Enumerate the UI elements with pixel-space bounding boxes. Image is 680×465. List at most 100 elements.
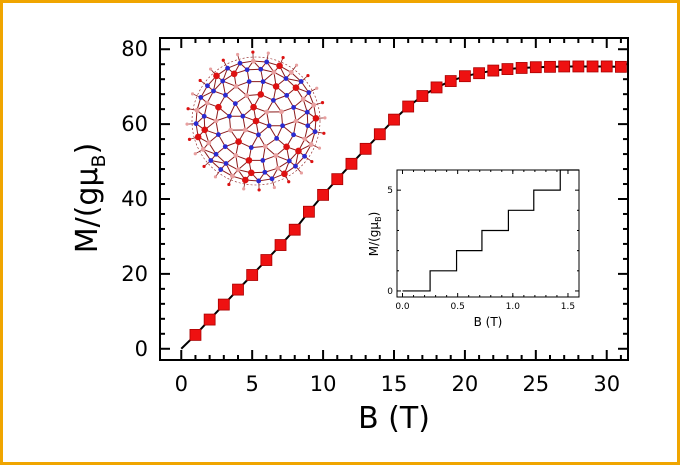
molecule-atom: [275, 165, 281, 171]
molecule-atom: [302, 136, 308, 142]
data-point-marker: [232, 283, 244, 296]
data-point-marker: [359, 142, 372, 155]
main-y-tick-labels: 0 20 40 60 80: [121, 37, 148, 361]
molecule-atom: [194, 133, 202, 141]
molecule-atom: [252, 117, 260, 125]
molecule-ligand-atom: [310, 159, 314, 164]
molecule-atom: [283, 76, 289, 81]
molecule-atom: [273, 153, 279, 159]
molecule-atom: [218, 167, 224, 172]
inset-axis-ticks: [397, 169, 579, 297]
molecule-atom: [213, 72, 220, 80]
molecule-atom: [246, 79, 252, 84]
molecule-ligand-atom: [208, 67, 213, 71]
x-tick-label: 0.5: [451, 302, 465, 312]
data-point-marker: [444, 75, 457, 87]
data-point-marker: [388, 113, 400, 126]
molecule-atom: [308, 142, 314, 147]
molecule-atom: [302, 153, 307, 159]
main-axis-ticks: [160, 38, 628, 360]
molecule-atom: [215, 103, 222, 111]
molecule-atom: [223, 161, 229, 166]
molecule-atom: [250, 58, 256, 64]
molecule-bond: [222, 80, 226, 96]
molecule-atom: [227, 113, 232, 119]
molecule-atom: [298, 79, 304, 84]
molecule-atom: [194, 107, 200, 113]
x-tick-label: 0: [175, 372, 188, 396]
molecule-atom: [258, 66, 264, 72]
molecule-bond: [210, 160, 227, 164]
y-tick-label: 0: [387, 287, 393, 297]
molecule-atom: [272, 83, 280, 90]
data-point-marker: [459, 70, 471, 83]
x-tick-label: 10: [310, 372, 337, 396]
x-tick-label: 15: [381, 372, 408, 396]
molecule-ligand-atom: [315, 86, 319, 90]
molecule-atom: [300, 96, 306, 102]
main-y-label-sub: B: [88, 154, 110, 167]
data-point-marker: [487, 64, 500, 77]
inset-y-tick-labels: 05: [387, 186, 393, 297]
molecule-bond: [268, 125, 278, 139]
molecule-atom: [291, 105, 297, 110]
molecule-atom: [204, 100, 210, 106]
molecule-atom: [225, 65, 230, 71]
molecule-ligand-atom: [213, 175, 218, 179]
data-point-marker: [529, 61, 542, 74]
molecule-atom: [193, 121, 199, 127]
molecule-atom: [228, 127, 234, 133]
molecule-atom: [312, 114, 320, 122]
molecule-atom: [305, 123, 311, 129]
molecule-atom: [232, 101, 238, 107]
inset-y-label-close: ): [367, 212, 381, 217]
molecule-bond: [250, 134, 259, 148]
molecule-atom: [205, 83, 210, 89]
molecule-bond: [293, 106, 308, 113]
molecule-atom: [244, 93, 250, 99]
molecule-ligand-atom: [236, 52, 240, 57]
molecule-ligand-atom: [299, 171, 304, 175]
molecule-ligand-atom: [306, 73, 310, 78]
molecule-atom: [208, 158, 214, 163]
x-tick-label: 0.0: [395, 302, 410, 312]
molecule-atom: [235, 167, 241, 173]
molecule-atom: [266, 123, 272, 129]
molecule-atom: [269, 176, 275, 182]
molecule-ligand-atom: [320, 101, 325, 105]
inset-x-tick-labels: 0.0 0.5 1.0 1.5: [395, 302, 575, 312]
molecule-atom: [281, 170, 288, 178]
data-point-marker: [402, 100, 415, 113]
molecule-atom: [230, 70, 238, 78]
x-tick-label: 25: [522, 372, 549, 396]
molecule-atom: [247, 169, 255, 177]
data-point-marker: [600, 60, 613, 73]
molecule-bond: [285, 78, 302, 82]
y-tick-label: 60: [121, 112, 148, 136]
molecule-ligand-atom: [186, 107, 190, 111]
y-tick-label: 40: [121, 187, 148, 211]
data-point-marker: [288, 223, 301, 236]
y-tick-label: 5: [387, 186, 393, 196]
y-tick-label: 20: [121, 262, 148, 286]
data-point-marker: [586, 60, 599, 73]
molecule-bond: [262, 71, 275, 83]
data-point-marker: [317, 188, 329, 201]
data-point-marker: [203, 313, 216, 326]
molecule-atom: [215, 132, 221, 137]
molecule-atom: [200, 147, 206, 152]
data-point-marker: [274, 239, 287, 251]
molecule-atom: [286, 158, 292, 164]
molecule-ligand-atom: [317, 146, 322, 150]
molecule-atom: [257, 91, 265, 98]
molecule-atom: [223, 92, 228, 98]
molecule-atom: [248, 145, 254, 150]
data-point-marker: [515, 62, 528, 74]
molecule-atom: [304, 109, 310, 115]
data-point-marker: [544, 60, 556, 73]
molecule-ligand-atom: [227, 182, 231, 187]
data-point-marker: [373, 128, 386, 141]
molecule-atom: [276, 62, 283, 70]
molecule-atom: [230, 173, 235, 179]
